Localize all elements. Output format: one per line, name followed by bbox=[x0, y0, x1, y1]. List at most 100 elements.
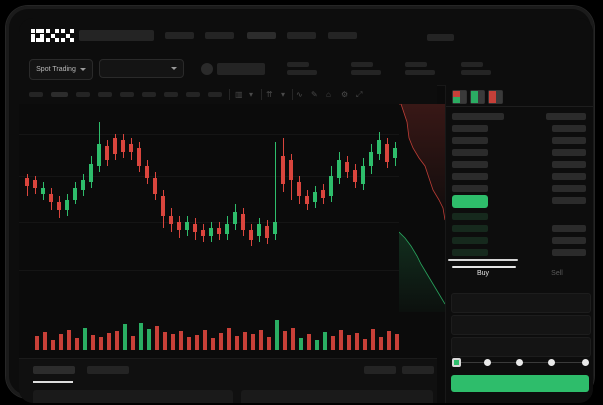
chevron-down-icon bbox=[79, 68, 86, 71]
candle-body bbox=[201, 230, 205, 236]
bottom-action-1[interactable] bbox=[402, 366, 434, 374]
orderbook-ask-amount-1[interactable] bbox=[552, 137, 586, 144]
pair-selector-dropdown[interactable] bbox=[99, 59, 184, 78]
bottom-tab-1[interactable] bbox=[87, 366, 129, 374]
tab-sell[interactable]: Sell bbox=[551, 270, 563, 277]
orderbook-ask-amount-4[interactable] bbox=[552, 173, 586, 180]
price-candlestick-chart[interactable] bbox=[19, 104, 437, 312]
slider-node-3[interactable] bbox=[548, 359, 555, 366]
interval-5[interactable] bbox=[142, 92, 156, 97]
fullscreen-icon[interactable]: ⤢ bbox=[356, 90, 363, 99]
pencil-icon[interactable]: ✎ bbox=[311, 90, 318, 99]
bottom-card-0[interactable] bbox=[33, 390, 233, 403]
volume-bar bbox=[195, 335, 199, 350]
indicator-icon[interactable]: ⇈ bbox=[266, 90, 273, 99]
orderbook-ask-price-3[interactable] bbox=[452, 161, 488, 168]
interval-8[interactable] bbox=[208, 92, 222, 97]
chevron-down-icon bbox=[171, 67, 177, 70]
volume-bar bbox=[267, 337, 271, 350]
chevron-down-icon[interactable]: ▾ bbox=[249, 90, 254, 99]
order-field-0[interactable] bbox=[451, 293, 591, 313]
tab-buy[interactable]: Buy bbox=[476, 270, 490, 277]
bottom-tab-0[interactable] bbox=[33, 366, 75, 374]
orderbook-ask-price-4[interactable] bbox=[452, 173, 488, 180]
okx-logo-icon[interactable] bbox=[31, 29, 74, 42]
interval-7[interactable] bbox=[186, 92, 200, 97]
slider-node-0[interactable] bbox=[452, 358, 461, 367]
nav-item-0[interactable] bbox=[165, 32, 194, 39]
orderbook-scrollbar[interactable] bbox=[448, 259, 518, 261]
interval-6[interactable] bbox=[164, 92, 178, 97]
submit-buy-button[interactable] bbox=[451, 375, 589, 392]
volume-bar bbox=[83, 328, 87, 350]
candle-body bbox=[257, 224, 261, 236]
chevron-down-icon[interactable]: ▾ bbox=[281, 90, 286, 99]
orderbook-ask-amount-0[interactable] bbox=[552, 125, 586, 132]
candle-body bbox=[169, 216, 173, 224]
camera-icon[interactable]: ⌂ bbox=[326, 90, 331, 99]
slider-node-1[interactable] bbox=[484, 359, 491, 366]
market-subheader: Spot Trading bbox=[19, 52, 593, 86]
volume-bar bbox=[227, 328, 231, 350]
candle-body bbox=[137, 148, 141, 166]
orderbook-ask-amount-5[interactable] bbox=[552, 185, 586, 192]
bottom-card-1[interactable] bbox=[241, 390, 433, 403]
market-type-dropdown[interactable]: Spot Trading bbox=[29, 59, 93, 80]
nav-item-3[interactable] bbox=[287, 32, 316, 39]
orderbook-bid-price-1[interactable] bbox=[452, 225, 488, 232]
volume-bar bbox=[235, 336, 239, 350]
candle-body bbox=[57, 202, 61, 210]
orderbook-layout-asks-icon[interactable] bbox=[488, 90, 503, 104]
gear-icon[interactable]: ⚙ bbox=[341, 90, 349, 99]
orderbook-header-amount bbox=[546, 113, 586, 120]
interval-1[interactable] bbox=[51, 92, 68, 97]
candlestick-icon[interactable]: ▥ bbox=[235, 90, 243, 99]
orderbook-bid-price-3[interactable] bbox=[452, 249, 488, 256]
candle-body bbox=[393, 148, 397, 158]
volume-bar bbox=[139, 323, 143, 350]
nav-item-1[interactable] bbox=[205, 32, 234, 39]
orderbook-ask-price-2[interactable] bbox=[452, 149, 488, 156]
candle-body bbox=[337, 160, 341, 178]
orderbook-bid-price-2[interactable] bbox=[452, 237, 488, 244]
market-depth-chart bbox=[399, 104, 445, 312]
orderbook-ask-amount-2[interactable] bbox=[552, 149, 586, 156]
nav-item-4[interactable] bbox=[328, 32, 357, 39]
app-screen: Spot Trading bbox=[19, 18, 593, 403]
nav-item-2[interactable] bbox=[247, 32, 276, 39]
candle-body bbox=[321, 190, 325, 198]
orderbook-bid-amount-3[interactable] bbox=[552, 249, 586, 256]
orderbook-bid-price-0[interactable] bbox=[452, 213, 488, 220]
orderbook-bid-amount-1[interactable] bbox=[552, 225, 586, 232]
global-search-input[interactable] bbox=[79, 30, 154, 41]
top-navigation-bar bbox=[19, 18, 593, 52]
orderbook-bid-amount-2[interactable] bbox=[552, 237, 586, 244]
volume-bar bbox=[283, 331, 287, 350]
order-field-1[interactable] bbox=[451, 315, 591, 335]
candle-body bbox=[369, 152, 373, 166]
orderbook-layout-bids-icon[interactable] bbox=[470, 90, 485, 104]
slider-node-2[interactable] bbox=[516, 359, 523, 366]
orderbook-ask-price-5[interactable] bbox=[452, 185, 488, 192]
orderbook-ask-price-0[interactable] bbox=[452, 125, 488, 132]
candle-body bbox=[225, 224, 229, 234]
volume-bar bbox=[51, 340, 55, 350]
interval-2[interactable] bbox=[76, 92, 90, 97]
interval-4[interactable] bbox=[120, 92, 134, 97]
orderbook-ask-amount-3[interactable] bbox=[552, 161, 586, 168]
bottom-action-0[interactable] bbox=[364, 366, 396, 374]
nav-item-5[interactable] bbox=[427, 34, 454, 41]
candle-body bbox=[145, 166, 149, 178]
interval-0[interactable] bbox=[29, 92, 43, 97]
orderbook-layout-both-icon[interactable] bbox=[452, 90, 467, 104]
slider-node-4[interactable] bbox=[582, 359, 589, 366]
orderbook-ask-price-1[interactable] bbox=[452, 137, 488, 144]
candle-body bbox=[361, 166, 365, 184]
gridline bbox=[19, 222, 437, 223]
ticker-symbol bbox=[217, 63, 265, 75]
interval-3[interactable] bbox=[98, 92, 112, 97]
gridline bbox=[19, 176, 437, 177]
wave-icon[interactable]: ∿ bbox=[296, 90, 303, 99]
order-field-2[interactable] bbox=[451, 337, 591, 357]
candle-body bbox=[217, 228, 221, 234]
